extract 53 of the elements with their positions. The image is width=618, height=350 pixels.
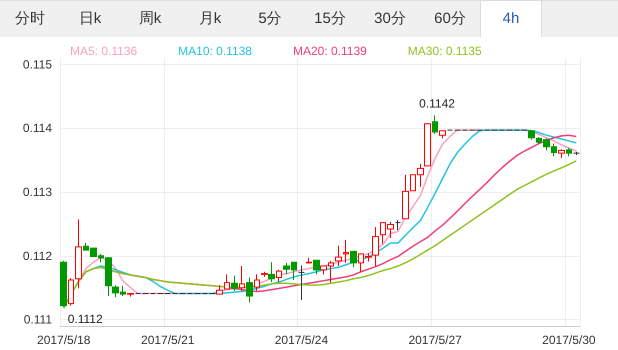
x-tick-label: 2017/5/24 bbox=[274, 333, 328, 347]
tab-button[interactable]: 4h bbox=[480, 1, 542, 37]
candlestick bbox=[372, 226, 379, 267]
tab-button[interactable]: 60分 bbox=[420, 1, 480, 37]
candlestick bbox=[350, 250, 357, 268]
candlestick bbox=[558, 148, 565, 159]
tab-button[interactable]: 15分 bbox=[300, 1, 360, 37]
text: MA5: 0.1136 bbox=[70, 44, 138, 58]
candlestick bbox=[127, 292, 134, 298]
candlestick bbox=[335, 245, 342, 267]
y-tick-label: 0.113 bbox=[22, 185, 52, 199]
candlestick bbox=[313, 260, 320, 275]
tab-button[interactable]: 周k bbox=[120, 1, 180, 37]
candlestick bbox=[246, 277, 253, 303]
candlestick bbox=[231, 275, 238, 292]
candlestick bbox=[268, 262, 275, 282]
candlestick bbox=[68, 278, 74, 306]
y-tick-label: 0.112 bbox=[22, 248, 52, 263]
candlestick bbox=[306, 257, 312, 264]
candlestick bbox=[402, 174, 409, 220]
x-tick-label: 2017/5/18 bbox=[37, 333, 91, 347]
candlestick bbox=[395, 220, 401, 231]
candlestick bbox=[298, 264, 305, 300]
candlestick bbox=[239, 266, 245, 292]
candlestick bbox=[216, 284, 223, 296]
text: MA10: 0.1138 bbox=[178, 44, 252, 58]
text: MA30: 0.1135 bbox=[408, 44, 482, 58]
candlestick bbox=[424, 123, 431, 166]
tab-button[interactable]: 5分 bbox=[240, 1, 300, 37]
candlestick bbox=[566, 147, 572, 157]
candlestick bbox=[432, 114, 438, 134]
y-tick-label: 0.111 bbox=[24, 312, 52, 327]
tab-button[interactable]: 分时 bbox=[0, 1, 60, 37]
tab-button[interactable]: 30分 bbox=[360, 1, 420, 37]
tab-button[interactable]: 月k bbox=[180, 1, 240, 37]
x-tick-label: 2017/5/30 bbox=[542, 333, 596, 347]
candlestick bbox=[224, 274, 230, 290]
x-tick-label: 2017/5/21 bbox=[141, 333, 195, 347]
tab-button[interactable]: 日k bbox=[60, 1, 120, 37]
annotation: 0.1142 bbox=[419, 96, 456, 110]
x-tick-label: 2017/5/27 bbox=[408, 333, 462, 347]
candlestick bbox=[343, 239, 349, 264]
candlestick bbox=[439, 130, 446, 139]
y-tick-label: 0.115 bbox=[22, 57, 52, 72]
candlestick bbox=[254, 274, 260, 292]
candlestick bbox=[75, 218, 82, 289]
candlestick bbox=[573, 151, 580, 156]
y-tick-label: 0.114 bbox=[22, 121, 52, 136]
candlestick bbox=[261, 271, 268, 278]
candlestick bbox=[276, 269, 282, 282]
text: MA20: 0.1139 bbox=[292, 44, 368, 58]
candlestick bbox=[60, 260, 67, 308]
annotation: 0.1112 bbox=[68, 312, 103, 326]
